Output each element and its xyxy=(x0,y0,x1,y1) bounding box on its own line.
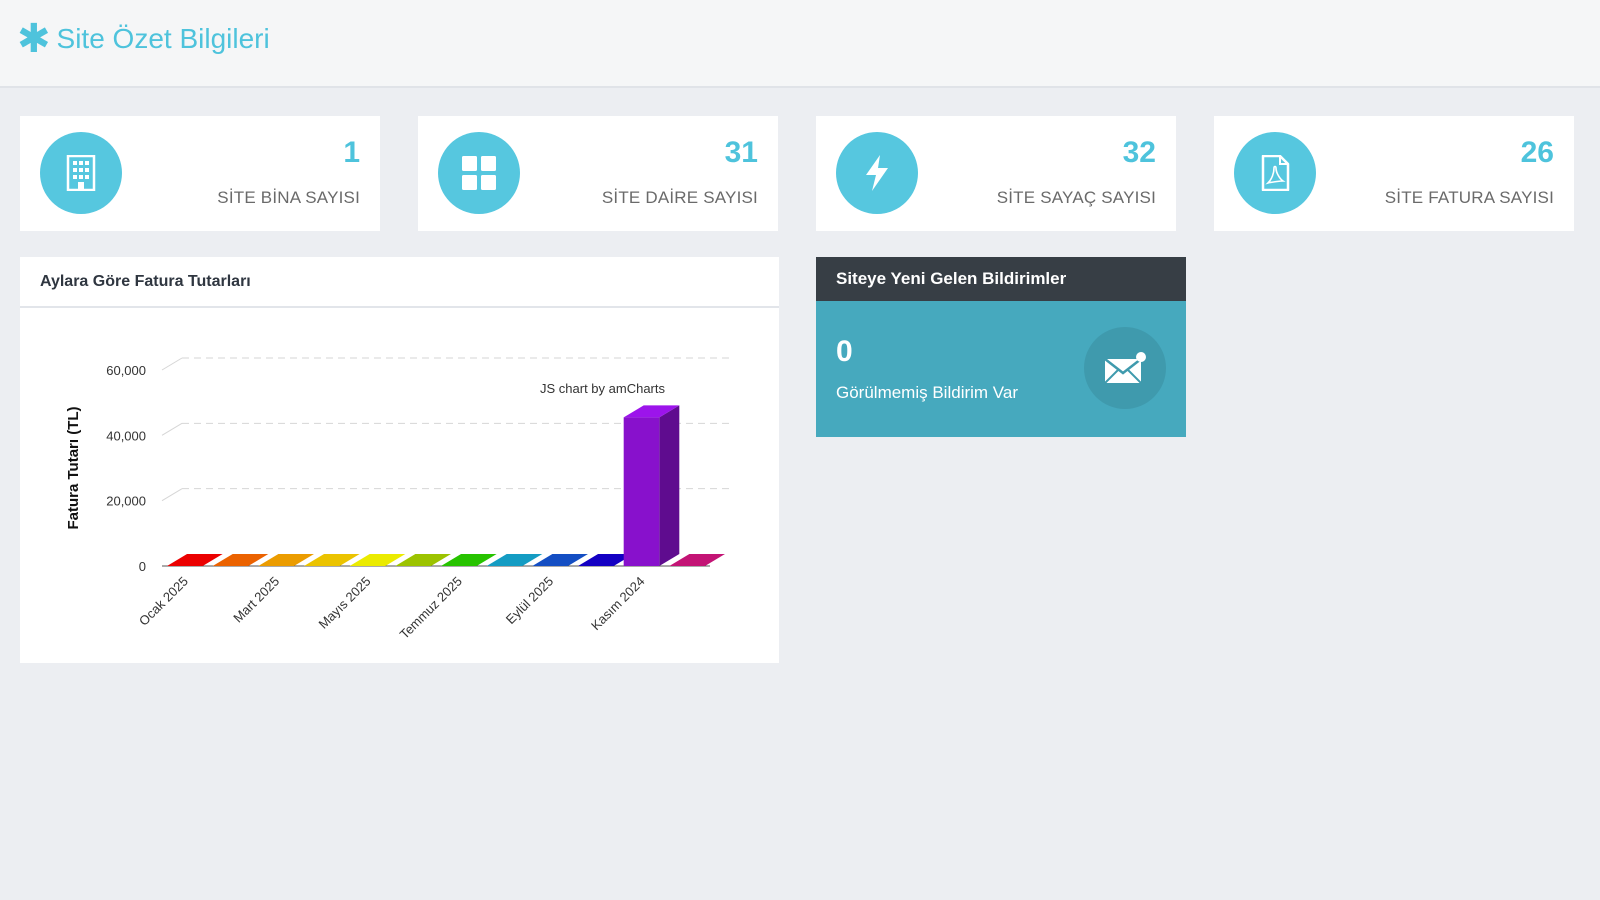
grid-line xyxy=(161,488,183,502)
stat-label: SİTE SAYAÇ SAYISI xyxy=(996,188,1156,207)
amcharts-credit: JS chart by amCharts xyxy=(540,381,665,396)
bar-top xyxy=(395,554,451,566)
x-tick-label: Mart 2025 xyxy=(230,574,282,626)
y-tick-label: 40,000 xyxy=(106,428,146,443)
asterisk-icon: ✱ xyxy=(17,17,51,61)
stat-value: 31 xyxy=(724,136,758,169)
bar-top xyxy=(669,554,725,566)
bar-top xyxy=(441,554,497,566)
bar-top xyxy=(349,554,406,566)
stat-label: SİTE FATURA SAYISI xyxy=(1384,188,1554,207)
bar-top xyxy=(167,554,223,566)
x-tick-label: Kasım 2024 xyxy=(588,574,648,634)
notifications-panel[interactable]: Siteye Yeni Gelen Bildirimler 0 Görülmem… xyxy=(816,257,1186,437)
stat-card-apartments[interactable]: 31 SİTE DAİRE SAYISI xyxy=(418,116,778,231)
x-tick-label: Temmuz 2025 xyxy=(397,574,465,642)
invoice-chart-panel: Aylara Göre Fatura Tutarları 0 20,000 40,0… xyxy=(20,257,779,663)
bar-top xyxy=(532,554,588,566)
envelope-icon xyxy=(1084,327,1166,409)
stat-value: 1 xyxy=(343,136,360,169)
stat-card-meters[interactable]: 32 SİTE SAYAÇ SAYISI xyxy=(816,116,1176,231)
building-icon xyxy=(40,132,122,214)
x-tick-label: Mayıs 2025 xyxy=(315,574,373,632)
bar-top xyxy=(258,554,314,566)
y-tick-label: 0 xyxy=(139,559,146,574)
notifications-title: Siteye Yeni Gelen Bildirimler xyxy=(816,257,1186,301)
lightning-icon xyxy=(836,132,918,214)
bar xyxy=(623,417,660,566)
grid-line xyxy=(161,357,183,371)
notification-text: Görülmemiş Bildirim Var xyxy=(836,383,1018,402)
x-tick-label: Ocak 2025 xyxy=(136,574,191,629)
bar-top xyxy=(578,554,634,566)
bar-top xyxy=(304,554,360,566)
bar-top xyxy=(486,554,543,566)
page-title: Site Özet Bilgileri xyxy=(56,23,270,54)
stat-card-buildings[interactable]: 1 SİTE BİNA SAYISI xyxy=(20,116,380,231)
x-tick-label: Eylül 2025 xyxy=(503,574,557,628)
stat-card-invoices[interactable]: 26 SİTE FATURA SAYISI xyxy=(1214,116,1574,231)
notification-count: 0 xyxy=(836,335,853,368)
grid-icon xyxy=(438,132,520,214)
invoice-chart: 0 20,000 40,000 60,000 Fatura Tutarı (TL) JS … xyxy=(65,357,730,642)
stat-label: SİTE BİNA SAYISI xyxy=(217,188,360,207)
bar-top xyxy=(212,554,269,566)
bar-top xyxy=(623,405,680,418)
pdf-file-icon xyxy=(1234,132,1316,214)
y-axis-label: Fatura Tutarı (TL) xyxy=(65,406,82,529)
page-header: ✱ Site Özet Bilgileri xyxy=(0,0,1600,88)
stat-value: 26 xyxy=(1520,136,1554,169)
stat-value: 32 xyxy=(1122,136,1156,169)
stat-label: SİTE DAİRE SAYISI xyxy=(601,188,758,207)
chart-panel-title: Aylara Göre Fatura Tutarları xyxy=(20,257,779,308)
y-tick-label: 60,000 xyxy=(106,363,146,378)
grid-line xyxy=(161,422,183,436)
page-title-group: ✱ Site Özet Bilgileri xyxy=(17,17,270,61)
bar-side xyxy=(659,405,680,566)
y-tick-label: 20,000 xyxy=(106,494,146,509)
